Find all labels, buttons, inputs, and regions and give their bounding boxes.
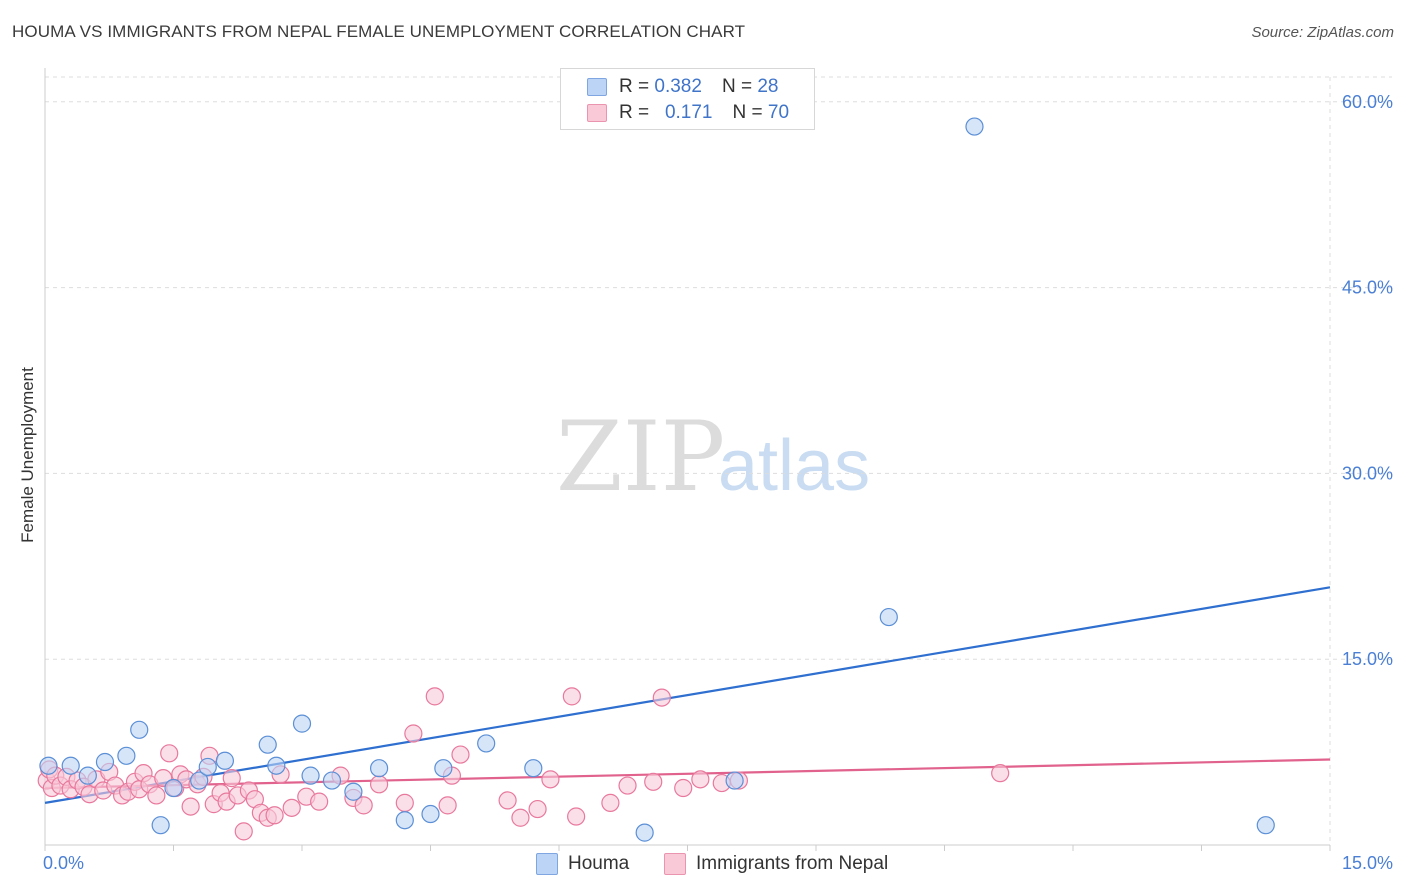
- nepal-point: [282, 798, 301, 817]
- houma-point: [130, 720, 149, 739]
- nepal-point: [181, 797, 200, 816]
- houma-legend-label: Houma: [568, 853, 630, 874]
- houma-point: [395, 811, 414, 830]
- r-label: R =: [619, 102, 650, 123]
- y-tick-label: 30.0%: [1342, 463, 1393, 483]
- r-label: R =: [619, 76, 650, 97]
- houma-trend-line: [44, 586, 1331, 804]
- houma-point: [39, 756, 58, 775]
- nepal-point: [991, 764, 1010, 783]
- nepal-point: [498, 791, 517, 810]
- houma-point: [965, 117, 984, 136]
- houma-point: [151, 816, 170, 835]
- nepal-point: [222, 769, 241, 788]
- nepal-point: [618, 776, 637, 795]
- nepal-point: [644, 772, 663, 791]
- nepal-point: [310, 792, 329, 811]
- nepal-point: [438, 796, 457, 815]
- data-points: [37, 117, 1275, 842]
- x-tick-label: 15.0%: [1342, 853, 1393, 873]
- nepal-point: [567, 807, 586, 826]
- trend-lines: [44, 586, 1331, 804]
- houma-point: [258, 735, 277, 754]
- r-value: 0.171: [664, 102, 713, 123]
- n-label: N =: [721, 76, 753, 97]
- nepal-point: [160, 744, 179, 763]
- source-label: Source: ZipAtlas.com: [1251, 24, 1394, 41]
- houma-point: [190, 771, 209, 790]
- houma-point: [344, 782, 363, 801]
- houma-point: [61, 756, 80, 775]
- r-value: 0.382: [654, 76, 702, 97]
- nepal-point: [395, 793, 414, 812]
- legend-row-houma: R = 0.382 N = 28: [587, 75, 778, 99]
- chart-title: HOUMA VS IMMIGRANTS FROM NEPAL FEMALE UN…: [12, 22, 746, 41]
- nepal-point: [541, 770, 560, 789]
- houma-point: [1256, 816, 1275, 835]
- nepal-point: [425, 687, 444, 706]
- houma-point: [434, 759, 453, 778]
- nepal-point: [354, 796, 373, 815]
- houma-point: [322, 771, 342, 790]
- nepal-point: [691, 770, 710, 789]
- nepal-point: [265, 806, 284, 825]
- houma-point: [215, 751, 234, 770]
- houma-point: [267, 756, 286, 775]
- houma-point: [725, 771, 744, 790]
- n-label: N =: [732, 102, 763, 123]
- nepal-point: [674, 778, 693, 798]
- nepal-swatch: [587, 104, 607, 122]
- houma-point: [370, 759, 389, 778]
- houma-point: [198, 757, 217, 777]
- nepal-trend-line: [44, 758, 1331, 790]
- n-value: 28: [757, 76, 779, 97]
- grid: [45, 76, 1392, 845]
- x-tick-label: 0.0%: [43, 853, 84, 873]
- tick-labels: 15.0% 30.0% 45.0% 60.0% 0.0% 15.0%: [43, 92, 1393, 873]
- houma-point: [164, 778, 183, 798]
- nepal-point: [147, 786, 166, 805]
- houma-point: [117, 746, 136, 765]
- houma-point: [879, 607, 898, 627]
- y-tick-label: 45.0%: [1342, 278, 1393, 298]
- y-tick-label: 15.0%: [1342, 649, 1393, 669]
- nepal-point: [601, 793, 620, 812]
- nepal-point: [511, 808, 530, 827]
- nepal-point: [528, 799, 547, 819]
- nepal-point: [451, 745, 470, 764]
- houma-point: [477, 734, 496, 753]
- watermark-atlas: atlas: [718, 426, 870, 506]
- houma-point: [78, 766, 97, 785]
- correlation-legend: R = 0.382 N = 28 R = 0.171 N = 70: [560, 68, 815, 130]
- nepal-legend-label: Immigrants from Nepal: [696, 853, 889, 874]
- axes: [44, 68, 1331, 851]
- houma-legend-swatch: [536, 853, 558, 875]
- houma-swatch: [587, 78, 607, 96]
- bottom-legend-nepal: Immigrants from Nepal: [664, 852, 888, 876]
- nepal-legend-swatch: [664, 853, 686, 875]
- nepal-point: [404, 724, 423, 743]
- houma-point: [95, 752, 115, 772]
- houma-point: [524, 759, 543, 778]
- bottom-legend-houma: Houma: [536, 852, 629, 876]
- watermark: ZIP atlas: [556, 401, 870, 513]
- y-tick-label: 60.0%: [1342, 92, 1393, 112]
- houma-point: [421, 804, 440, 824]
- nepal-point: [562, 687, 581, 706]
- nepal-point: [652, 688, 671, 707]
- houma-point: [635, 823, 654, 842]
- houma-point: [292, 714, 312, 733]
- legend-row-nepal: R = 0.171 N = 70: [587, 101, 789, 125]
- nepal-point: [370, 775, 389, 794]
- nepal-point: [234, 822, 253, 841]
- n-value: 70: [767, 102, 790, 123]
- houma-point: [301, 766, 320, 785]
- watermark-zip: ZIP: [556, 401, 725, 513]
